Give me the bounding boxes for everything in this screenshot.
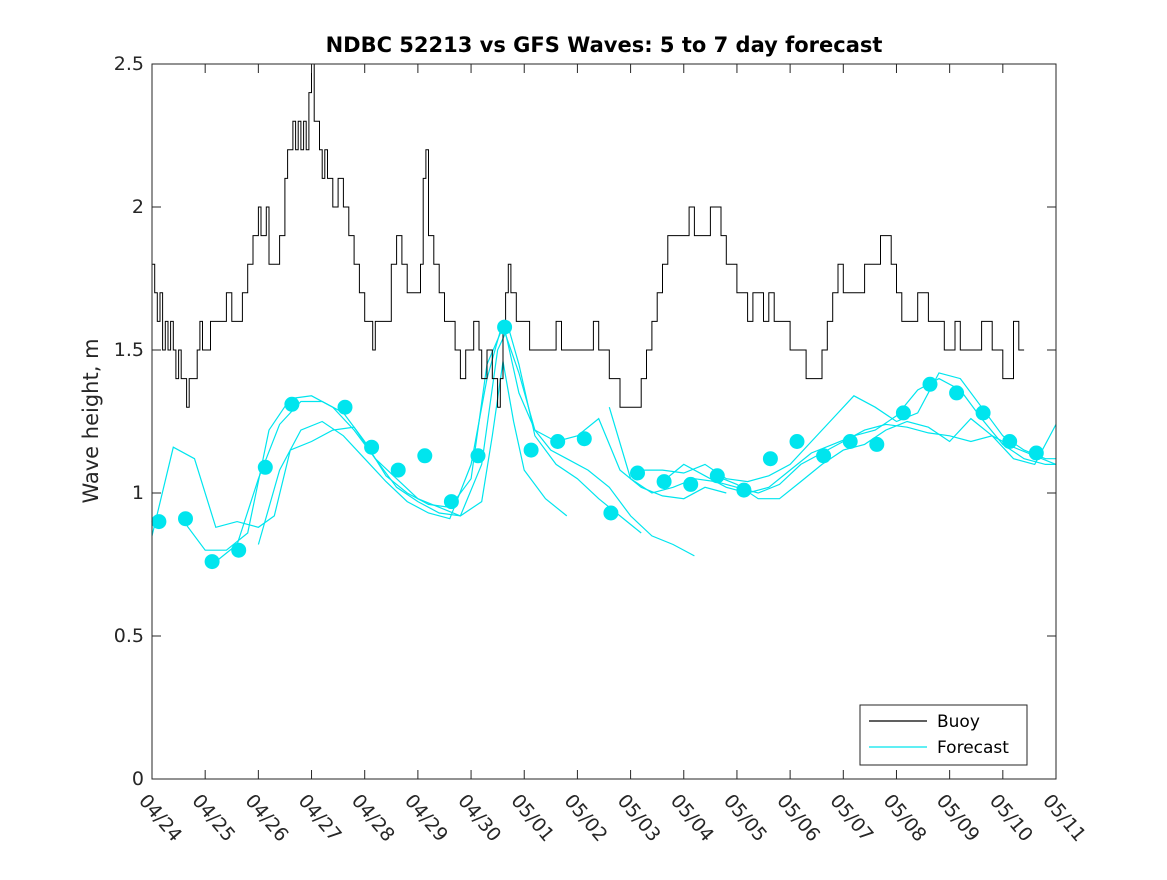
forecast-point xyxy=(656,474,672,490)
y-tick-label: 2.5 xyxy=(114,53,144,75)
forecast-point xyxy=(337,399,353,415)
forecast-point xyxy=(869,436,885,452)
plot-area xyxy=(152,64,1056,779)
forecast-point xyxy=(390,462,406,478)
forecast-line-7 xyxy=(662,377,1056,494)
forecast-point xyxy=(204,554,220,570)
forecast-line-8 xyxy=(715,417,1057,500)
forecast-point xyxy=(576,431,592,447)
forecast-point xyxy=(470,448,486,464)
plot-series-group xyxy=(151,63,1057,570)
y-tick-label: 0 xyxy=(132,768,144,790)
legend-label-forecast: Forecast xyxy=(937,738,1009,758)
forecast-point xyxy=(151,514,167,530)
forecast-point xyxy=(736,482,752,498)
y-tick-label: 2 xyxy=(132,196,144,218)
forecast-point xyxy=(443,494,459,510)
forecast-point xyxy=(842,434,858,449)
forecast-point xyxy=(789,434,805,449)
forecast-point xyxy=(603,505,619,521)
forecast-point xyxy=(523,442,539,458)
forecast-line-3 xyxy=(215,325,695,563)
forecast-point xyxy=(630,465,645,481)
forecast-point xyxy=(895,405,911,421)
forecast-point xyxy=(550,434,566,449)
forecast-point xyxy=(975,405,991,421)
legend-box xyxy=(859,704,1028,766)
forecast-point xyxy=(257,459,273,475)
y-tick-label: 1 xyxy=(132,482,144,504)
y-tick-label: 1.5 xyxy=(114,339,144,361)
buoy-line xyxy=(152,63,1025,408)
chart-title: NDBC 52213 vs GFS Waves: 5 to 7 day fore… xyxy=(326,33,883,57)
y-axis-label: Wave height, m xyxy=(79,338,103,503)
forecast-point xyxy=(683,476,699,492)
forecast-line-2 xyxy=(183,325,642,551)
forecast-point xyxy=(417,448,433,464)
axes-group xyxy=(151,63,1057,780)
forecast-point xyxy=(816,448,832,464)
legend-label-buoy: Buoy xyxy=(937,712,980,732)
forecast-point xyxy=(762,451,778,467)
forecast-point xyxy=(178,511,193,527)
axes-box xyxy=(151,63,1057,780)
forecast-point xyxy=(922,376,938,392)
forecast-point xyxy=(949,385,965,401)
forecast-point xyxy=(1002,434,1018,449)
legend: Buoy Forecast xyxy=(859,704,1028,766)
y-tick-label: 0.5 xyxy=(114,625,144,647)
forecast-point xyxy=(497,319,513,335)
forecast-line-6 xyxy=(641,372,1056,483)
forecast-point xyxy=(364,439,380,455)
forecast-point xyxy=(284,396,300,412)
forecast-point xyxy=(1028,445,1044,461)
forecast-point xyxy=(231,542,247,558)
forecast-point xyxy=(709,468,725,484)
